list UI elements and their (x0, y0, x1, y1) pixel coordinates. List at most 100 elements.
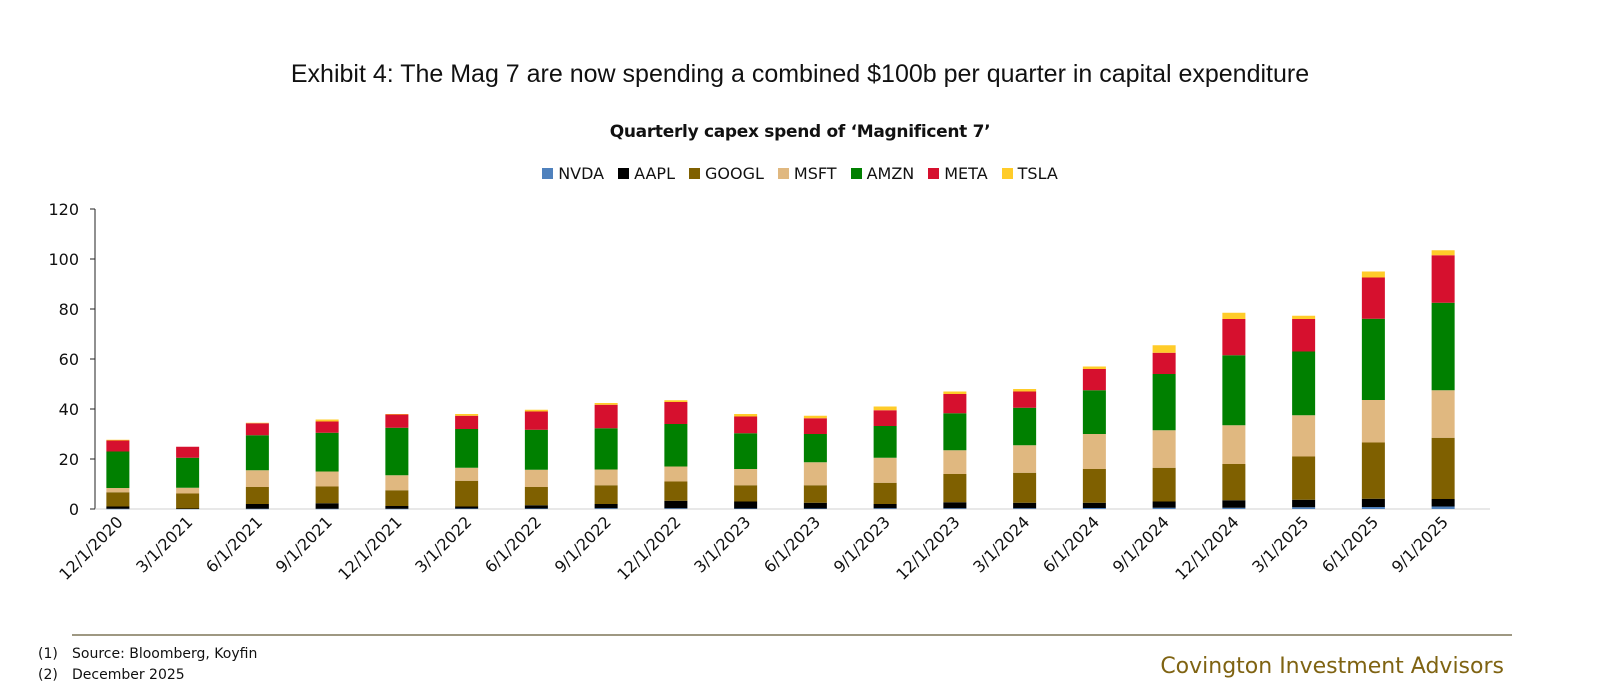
footnote: (2) December 2025 (38, 665, 257, 686)
legend-swatch-aapl (618, 168, 630, 179)
bar-segment-amzn (664, 424, 688, 467)
bar-segment-tsla (315, 419, 339, 422)
footnote-number: (2) (38, 667, 58, 683)
x-tick-label: 6/1/2024 (1039, 512, 1103, 576)
bar-segment-msft (1152, 430, 1176, 468)
bar-segment-tsla (594, 403, 618, 405)
bar-stack (873, 406, 897, 509)
bar-stack (106, 439, 130, 510)
bar-segment-tsla (803, 415, 827, 419)
bar-segment-nvda (1152, 507, 1176, 509)
bar-segment-nvda (803, 508, 827, 509)
footnote-number: (1) (38, 646, 58, 662)
legend-label-meta: META (944, 164, 988, 183)
bar-segment-aapl (176, 508, 200, 509)
bar-segment-aapl (1152, 501, 1176, 508)
exhibit-title: Exhibit 4: The Mag 7 are now spending a … (290, 60, 1310, 88)
bar-segment-msft (1292, 415, 1316, 457)
legend-label-tsla: TSLA (1017, 164, 1058, 183)
bar-segment-nvda (664, 508, 688, 509)
bar-segment-msft (873, 457, 897, 483)
bar-segment-meta (1013, 391, 1037, 408)
x-tick-label: 3/1/2023 (690, 512, 754, 576)
bar-segment-msft (1013, 445, 1037, 473)
bar-segment-nvda (1431, 506, 1455, 509)
bar-segment-amzn (315, 432, 339, 472)
bar-segment-meta (734, 416, 758, 434)
bar-segment-googl (524, 487, 548, 506)
bar-segment-aapl (524, 505, 548, 509)
bar-segment-meta (803, 418, 827, 434)
bar-segment-googl (385, 490, 409, 506)
legend-label-aapl: AAPL (634, 164, 675, 183)
bar-segment-meta (664, 402, 688, 424)
bar-segment-amzn (455, 429, 479, 468)
bar-segment-googl (734, 485, 758, 502)
bar-segment-aapl (734, 501, 758, 509)
bar-segment-msft (385, 475, 409, 491)
x-tick-label: 6/1/2023 (760, 512, 824, 576)
bar-segment-tsla (106, 439, 130, 441)
x-tick-label: 3/1/2025 (1248, 512, 1312, 576)
bar-segment-tsla (1013, 389, 1037, 392)
bar-segment-amzn (803, 434, 827, 463)
bar-segment-tsla (734, 414, 758, 417)
footer-divider (72, 634, 1512, 636)
bar-segment-amzn (1431, 302, 1455, 391)
x-tick-label: 12/1/2020 (55, 512, 126, 583)
chart-title: Quarterly capex spend of ‘Magnificent 7’ (609, 122, 991, 142)
bar-segment-amzn (524, 429, 548, 470)
bar-segment-meta (1082, 369, 1106, 391)
bar-segment-nvda (1013, 508, 1037, 509)
bar-segment-meta (455, 415, 479, 429)
bar-segment-tsla (1082, 366, 1106, 369)
bar-stack (803, 415, 827, 509)
bar-stack (455, 414, 479, 509)
bar-segment-tsla (1361, 271, 1385, 278)
y-tick-label: 100 (48, 250, 79, 269)
bar-segment-googl (315, 486, 339, 504)
legend-label-msft: MSFT (793, 164, 837, 183)
bar-segment-meta (1152, 352, 1176, 374)
x-tick-label: 3/1/2022 (411, 512, 475, 576)
legend-item-nvda: NVDA (542, 164, 604, 183)
bar-segment-nvda (1361, 507, 1385, 509)
footnote-text: Source: Bloomberg, Koyfin (72, 646, 258, 662)
bar-segment-amzn (594, 428, 618, 470)
bar-segment-tsla (524, 409, 548, 412)
bar-stack (245, 422, 269, 510)
bar-segment-meta (943, 394, 967, 414)
bar-segment-googl (1431, 437, 1455, 499)
x-tick-label: 6/1/2022 (481, 512, 545, 576)
legend-item-googl: GOOGL (689, 164, 764, 183)
bar-segment-aapl (315, 503, 339, 509)
x-tick-label: 3/1/2024 (969, 512, 1033, 576)
bar-segment-nvda (455, 508, 479, 509)
footnote: (1) Source: Bloomberg, Koyfin (38, 644, 257, 665)
bar-segment-aapl (1361, 498, 1385, 507)
bar-segment-msft (1361, 400, 1385, 443)
bar-segment-msft (106, 488, 130, 493)
legend-item-meta: META (928, 164, 988, 183)
bar-stacks (106, 250, 1455, 510)
bar-segment-googl (176, 493, 200, 509)
bar-segment-aapl (873, 504, 897, 509)
bar-stack (734, 414, 758, 509)
bar-stack (315, 419, 339, 510)
bar-segment-meta (1361, 277, 1385, 319)
bar-segment-nvda (385, 508, 409, 510)
bar-segment-nvda (245, 508, 269, 510)
bar-segment-meta (106, 440, 130, 452)
bar-segment-aapl (106, 506, 130, 509)
bar-segment-meta (1292, 319, 1316, 352)
y-tick-label: 40 (59, 400, 79, 419)
bar-segment-meta (1431, 255, 1455, 303)
bar-stack (524, 409, 548, 509)
bar-segment-googl (1222, 464, 1246, 501)
bar-segment-msft (803, 462, 827, 486)
bar-segment-meta (245, 423, 269, 436)
bar-segment-nvda (1292, 507, 1316, 509)
x-tick-label: 6/1/2021 (202, 512, 266, 576)
bar-segment-amzn (1292, 351, 1316, 416)
